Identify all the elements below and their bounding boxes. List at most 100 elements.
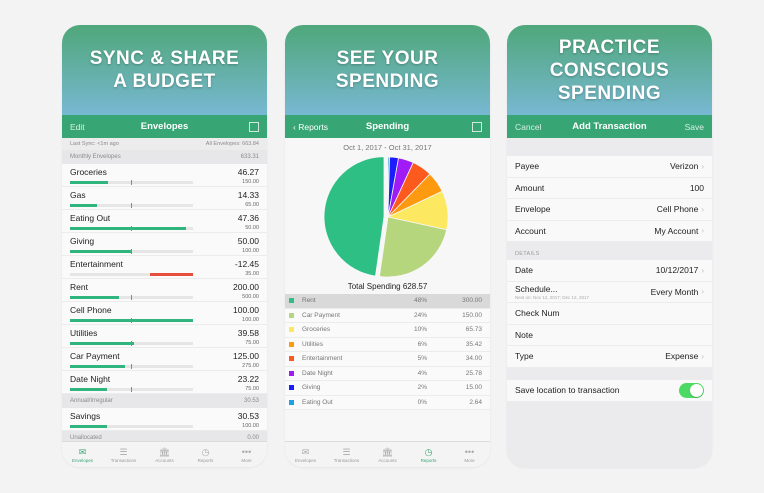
progress-bar — [70, 248, 193, 254]
tab-envelopes[interactable]: ✉ Envelopes — [65, 447, 101, 463]
envelope-row[interactable]: Entertainment -12.45 35.00 — [62, 256, 267, 279]
all-envelopes-total: All Envelopes: 663.84 — [205, 141, 259, 147]
envelope-row[interactable]: Eating Out 47.36 50.00 — [62, 210, 267, 233]
category-row[interactable]: Date Night 4% 25.78 — [285, 366, 490, 381]
color-swatch — [289, 341, 294, 347]
category-row[interactable]: Groceries 10% 65.73 — [285, 323, 490, 338]
field-amount[interactable]: Amount 100 — [507, 177, 712, 199]
compose-icon[interactable] — [249, 121, 259, 132]
category-list: Rent 48% 300.00 Car Payment 24% 150.00 Groceri… — [285, 294, 490, 410]
save-button[interactable]: Save — [684, 121, 704, 132]
progress-marker — [131, 248, 132, 254]
category-row[interactable]: Utilities 6% 35.42 — [285, 337, 490, 352]
envelope-amount: 23.22 — [237, 374, 259, 384]
progress-fill — [70, 295, 120, 299]
more-icon: ••• — [241, 446, 252, 457]
envelope-budget: 65.00 — [245, 202, 259, 208]
envelope-row[interactable]: Cell Phone 100.00 100.00 — [62, 302, 267, 325]
field-payee[interactable]: Payee Verizon › — [507, 156, 712, 178]
field-envelope[interactable]: Envelope Cell Phone › — [507, 199, 712, 221]
date-range[interactable]: Oct 1, 2017 - Oct 31, 2017 — [343, 143, 432, 152]
category-row[interactable]: Eating Out 0% 2.64 — [285, 395, 490, 410]
calendar-icon[interactable] — [472, 121, 482, 132]
category-percent: 4% — [417, 369, 427, 377]
tab-more[interactable]: ••• More — [452, 447, 488, 463]
envelope-row[interactable]: Utilities 39.58 75.00 — [62, 325, 267, 348]
field-label: Envelope — [515, 204, 551, 215]
envelope-row[interactable]: Groceries 46.27 150.00 — [62, 164, 267, 187]
field-value: Verizon — [669, 161, 699, 172]
back-button[interactable]: ‹ Reports — [293, 122, 328, 132]
envelope-budget: 75.00 — [245, 340, 259, 346]
envelope-row[interactable]: Date Night 23.22 75.00 — [62, 371, 267, 394]
field-value: 100 — [689, 182, 704, 193]
section-header: Monthly Envelopes 633.31 — [62, 150, 267, 164]
color-swatch — [289, 298, 294, 304]
back-label: Reports — [298, 121, 328, 132]
field-account[interactable]: Account My Account › — [507, 220, 712, 242]
envelope-row[interactable]: Savings 30.53 100.00 — [62, 408, 267, 431]
field-schedule[interactable]: Schedule... Next on: Nov 12, 2017; Dec 12… — [507, 281, 712, 303]
category-amount: 35.42 — [465, 340, 482, 348]
envelope-list: Monthly Envelopes 633.31 Groceries 46.27 1… — [62, 150, 267, 445]
cancel-button[interactable]: Cancel — [515, 121, 542, 132]
color-swatch — [289, 356, 294, 362]
nav-bar: ‹ Reports Spending — [285, 115, 490, 138]
envelope-row[interactable]: Gas 14.33 65.00 — [62, 187, 267, 210]
progress-marker — [131, 386, 132, 392]
field-note[interactable]: Note — [507, 324, 712, 346]
progress-bar — [70, 340, 193, 346]
pie-chart[interactable] — [285, 154, 490, 280]
tab-reports[interactable]: ◷ Reports — [411, 447, 447, 463]
progress-marker — [131, 202, 132, 208]
color-swatch — [289, 385, 294, 391]
field-date[interactable]: Date 10/12/2017 › — [507, 260, 712, 282]
field-check-num[interactable]: Check Num — [507, 303, 712, 325]
category-amount: 150.00 — [462, 311, 482, 319]
tab-more[interactable]: ••• More — [229, 447, 265, 463]
field-label: Amount — [515, 182, 545, 193]
envelope-row[interactable]: Car Payment 125.00 275.00 — [62, 348, 267, 371]
tab-accounts[interactable]: 🏛 Accounts — [370, 447, 406, 463]
edit-button[interactable]: Edit — [70, 121, 85, 132]
progress-bar — [70, 386, 193, 392]
category-row[interactable]: Entertainment 5% 34.00 — [285, 352, 490, 367]
tab-reports[interactable]: ◷ Reports — [188, 447, 224, 463]
category-row[interactable]: Giving 2% 15.00 — [285, 381, 490, 396]
pie-slice-rent[interactable] — [323, 156, 384, 277]
category-amount: 2.64 — [469, 398, 482, 406]
envelope-name: Eating Out — [70, 213, 111, 223]
banner-headline: PRACTICE CONSCIOUS SPENDING — [549, 36, 670, 104]
tab-transactions[interactable]: ☰ Transactions — [329, 447, 365, 463]
category-name: Entertainment — [302, 355, 343, 363]
category-amount: 15.00 — [465, 384, 482, 392]
category-row[interactable]: Car Payment 24% 150.00 — [285, 308, 490, 323]
section-title: Monthly Envelopes — [70, 154, 121, 160]
progress-marker — [131, 179, 132, 185]
chevron-right-icon: › — [701, 287, 704, 297]
progress-fill — [70, 249, 132, 253]
field-type[interactable]: Type Expense › — [507, 346, 712, 368]
progress-marker — [131, 340, 132, 346]
tab-transactions[interactable]: ☰ Transactions — [106, 447, 142, 463]
save-location-toggle[interactable] — [679, 382, 704, 398]
category-name: Rent — [302, 297, 316, 305]
last-sync: Last Sync: <1m ago — [70, 141, 119, 147]
category-percent: 24% — [413, 311, 427, 319]
progress-bar — [70, 294, 193, 300]
tab-label: Reports — [197, 457, 214, 463]
category-name: Utilities — [302, 340, 323, 348]
category-row[interactable]: Rent 48% 300.00 — [285, 294, 490, 309]
tab-accounts[interactable]: 🏛 Accounts — [147, 447, 183, 463]
tab-envelopes[interactable]: ✉ Envelopes — [288, 447, 324, 463]
envelope-budget: 50.00 — [245, 225, 259, 231]
banner: SEE YOUR SPENDING — [285, 25, 490, 115]
envelope-amount: -12.45 — [234, 259, 259, 269]
category-amount: 25.78 — [465, 369, 482, 377]
field-value: My Account — [654, 225, 699, 236]
envelope-row[interactable]: Giving 50.00 100.00 — [62, 233, 267, 256]
section-title: Annual/Irregular — [70, 398, 113, 404]
pie-slice-car-payment[interactable] — [378, 216, 447, 278]
envelope-amount: 30.53 — [237, 411, 259, 421]
envelope-row[interactable]: Rent 200.00 500.00 — [62, 279, 267, 302]
